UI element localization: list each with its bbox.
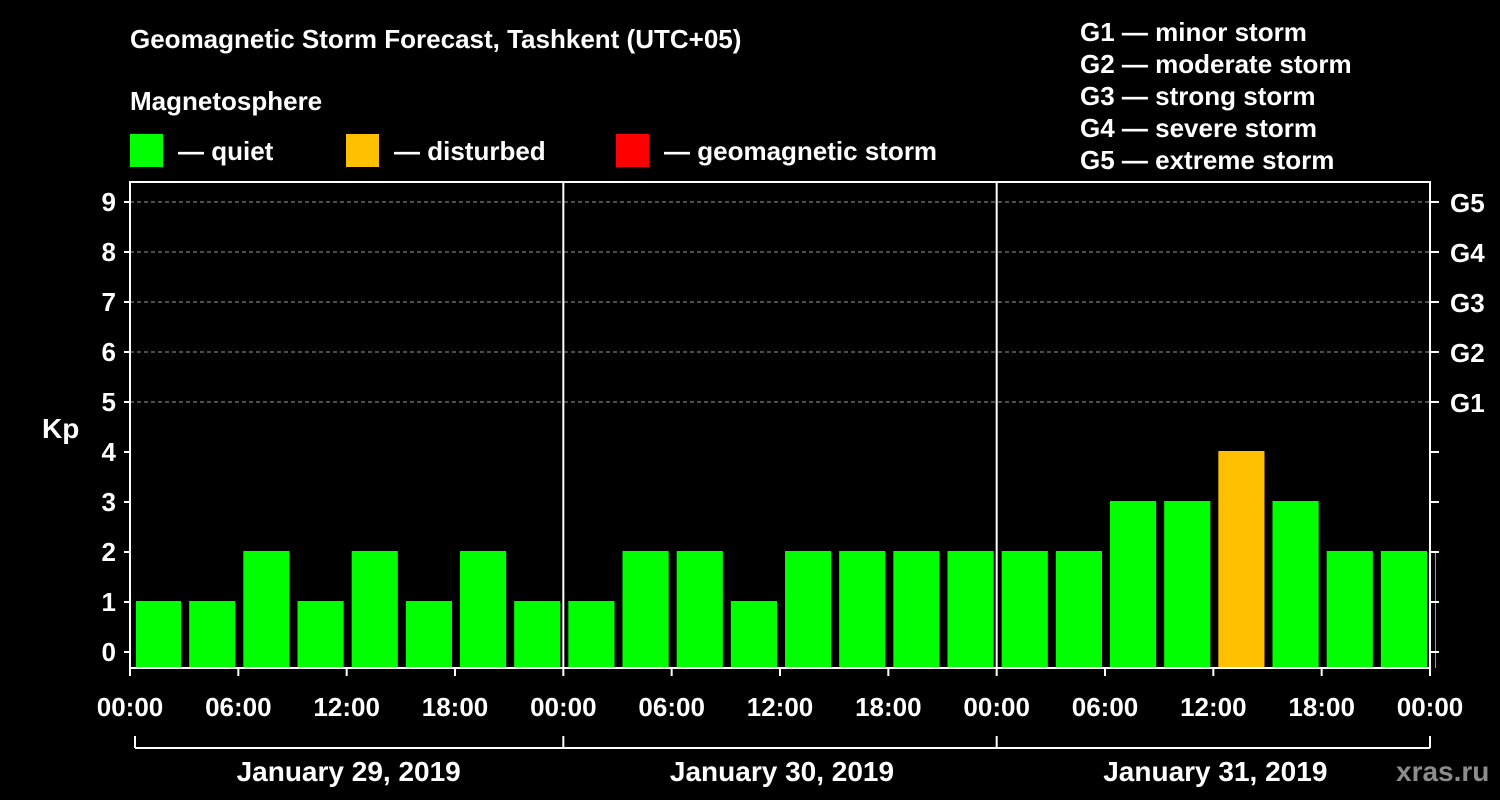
storm-level-label: G5 [1450,188,1485,218]
x-tick-label: 18:00 [1288,692,1355,722]
storm-level-label: G2 [1450,338,1485,368]
kp-bar [460,551,507,668]
storm-scale-g3: G3 — strong storm [1080,81,1316,111]
storm-scale-g2: G2 — moderate storm [1080,49,1352,79]
y-tick-label: 4 [102,437,117,467]
kp-bar [947,551,994,668]
kp-bar [568,601,615,668]
legend-label-storm: — geomagnetic storm [664,136,938,166]
x-tick-label: 00:00 [97,692,164,722]
y-tick-label: 5 [102,387,116,417]
y-tick-label: 0 [102,637,116,667]
legend-label-disturbed: — disturbed [394,136,546,166]
kp-bar [676,551,723,668]
legend: — quiet — disturbed — geomagnetic storm [130,134,1030,168]
chart-title: Geomagnetic Storm Forecast, Tashkent (UT… [130,24,742,54]
x-tick-label: 12:00 [747,692,814,722]
kp-bar [785,551,832,668]
storm-level-label: G3 [1450,288,1485,318]
kp-bar [405,601,452,668]
kp-bar [243,551,290,668]
x-tick-label: 18:00 [855,692,922,722]
y-tick-label: 7 [102,287,116,317]
kp-bar [1164,501,1211,668]
kp-bar [1380,551,1427,668]
kp-bar [1055,551,1102,668]
kp-bar [351,551,398,668]
kp-bar [1001,551,1048,668]
y-tick-label: 9 [102,187,116,217]
kp-bar [1110,501,1157,668]
x-tick-label: 00:00 [1397,692,1464,722]
day-label: January 29, 2019 [237,756,461,787]
storm-level-label: G1 [1450,388,1485,418]
storm-scale-g5: G5 — extreme storm [1080,145,1335,175]
legend-swatch-disturbed [346,134,379,167]
legend-label-quiet: — quiet [178,136,274,166]
x-tick-label: 12:00 [313,692,380,722]
kp-bar [839,551,886,668]
legend-swatch-storm [616,134,649,167]
kp-bar [1435,551,1436,668]
day-label: January 31, 2019 [1103,756,1327,787]
kp-bar [136,601,182,668]
legend-swatch-quiet [130,134,163,167]
kp-bar [1218,451,1265,668]
y-axis-label: Kp [42,413,79,444]
x-tick-label: 06:00 [1072,692,1139,722]
x-tick-label: 00:00 [963,692,1030,722]
watermark: xras.ru [1396,756,1490,787]
storm-level-label: G4 [1450,238,1485,268]
kp-bar [189,601,236,668]
x-tick-label: 06:00 [638,692,705,722]
kp-bar [514,601,561,668]
kp-bar [730,601,777,668]
x-tick-label: 12:00 [1180,692,1247,722]
kp-bar [893,551,940,668]
storm-scale-g1: G1 — minor storm [1080,17,1307,47]
x-tick-label: 18:00 [422,692,489,722]
kp-bar [297,601,344,668]
kp-bar [622,551,669,668]
day-label: January 30, 2019 [670,756,894,787]
y-tick-label: 2 [102,537,116,567]
x-tick-label: 06:00 [205,692,272,722]
legend-heading: Magnetosphere [130,86,323,116]
storm-scale-list: G1 — minor storm G2 — moderate storm G3 … [1080,16,1352,176]
kp-bar [1326,551,1373,668]
x-tick-label: 00:00 [530,692,597,722]
y-tick-label: 1 [102,587,116,617]
y-tick-label: 8 [102,237,116,267]
y-tick-label: 3 [102,487,116,517]
kp-bar [1272,501,1319,668]
storm-scale-g4: G4 — severe storm [1080,113,1318,143]
y-tick-label: 6 [102,337,116,367]
